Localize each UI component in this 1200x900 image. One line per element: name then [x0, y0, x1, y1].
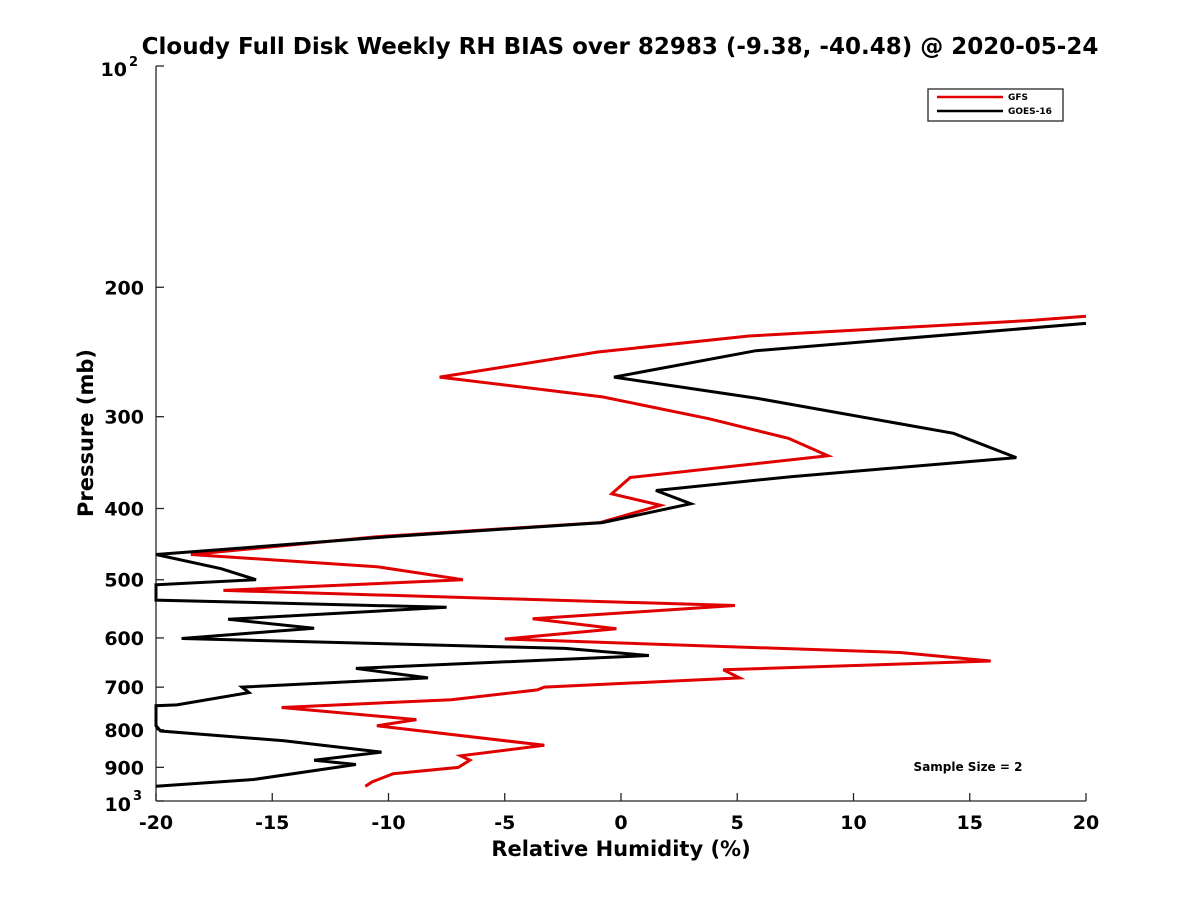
y-axis-label: Pressure (mb): [74, 349, 98, 517]
series-line-goes16: [154, 321, 1087, 788]
y-tick-label: 700: [104, 677, 144, 699]
y-tick-label: 600: [104, 628, 144, 650]
x-tick-label: -15: [255, 812, 289, 834]
y-tick-label: 800: [104, 720, 144, 742]
x-tick-label: -20: [139, 812, 173, 834]
chart-title: Cloudy Full Disk Weekly RH BIAS over 829…: [142, 34, 1099, 60]
series-line-gfs: [190, 314, 1087, 788]
legend: GFS GOES-16: [927, 88, 1064, 122]
series-layer: [154, 314, 1087, 788]
x-ticks: -20 -15 -10 -5 0 5 10 15 20: [139, 793, 1099, 834]
y-tick-label: 200: [104, 277, 144, 299]
y-tick-label-bottom-exponent: 3: [133, 789, 142, 804]
x-axis-label: Relative Humidity (%): [491, 837, 750, 861]
y-tick-label: 400: [104, 499, 144, 521]
y-tick-label-bottom-base: 10: [105, 794, 131, 816]
x-tick-label: 0: [614, 812, 627, 834]
x-tick-label: 5: [731, 812, 744, 834]
legend-label-goes16: GOES-16: [1008, 107, 1052, 117]
y-tick-label-top-base: 10: [101, 59, 127, 81]
x-tick-label: 10: [840, 812, 866, 834]
y-tick-label-top-exponent: 2: [129, 55, 138, 70]
x-tick-label: 20: [1073, 812, 1099, 834]
y-ticks: 200 300 400 500 600 700 800 900: [104, 65, 164, 802]
sample-size-annotation: Sample Size = 2: [914, 760, 1023, 774]
x-tick-label: -10: [371, 812, 405, 834]
y-tick-label: 500: [104, 570, 144, 592]
y-tick-label: 900: [104, 757, 144, 779]
y-tick-label: 300: [104, 407, 144, 429]
legend-box: [927, 88, 1064, 122]
x-tick-label: -5: [494, 812, 515, 834]
legend-label-gfs: GFS: [1008, 93, 1028, 103]
x-tick-label: 15: [957, 812, 983, 834]
